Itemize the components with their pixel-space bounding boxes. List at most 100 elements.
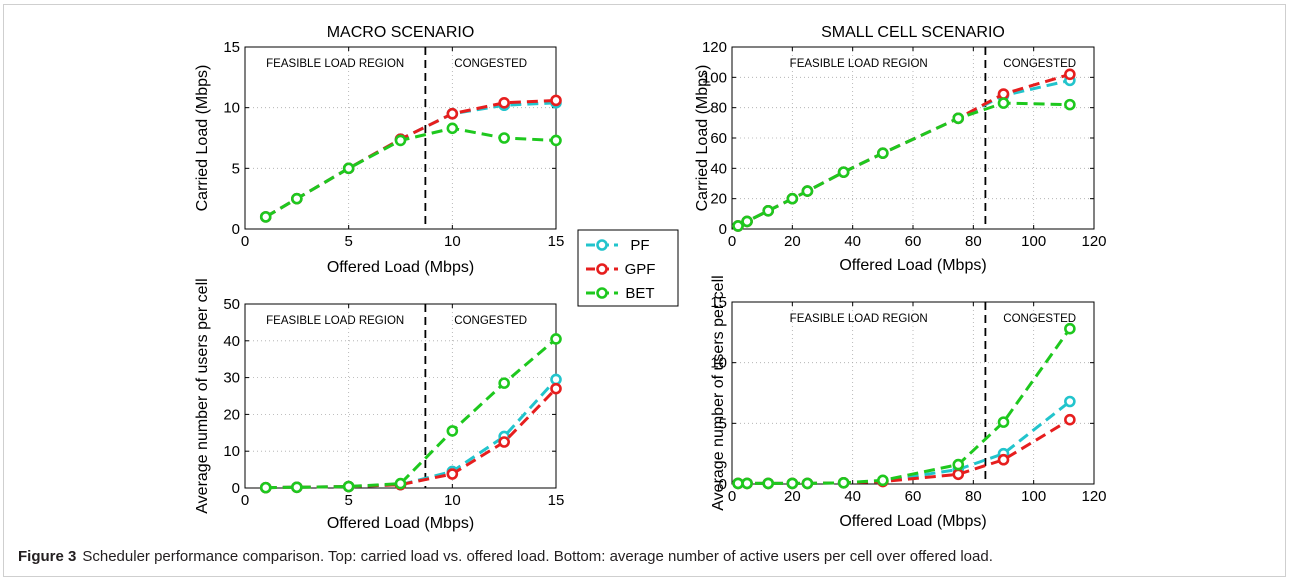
data-point-bet bbox=[786, 477, 799, 490]
y-tick-label: 0 bbox=[719, 221, 727, 238]
data-point-pf bbox=[550, 373, 562, 386]
series-line-bet bbox=[738, 327, 1072, 485]
data-point-bet bbox=[741, 477, 753, 490]
data-point-bet bbox=[550, 134, 562, 147]
data-point-bet bbox=[446, 122, 459, 135]
chart-title: MACRO SCENARIO bbox=[327, 24, 475, 41]
region-label-congested: CONGESTED bbox=[454, 315, 527, 327]
x-tick-label: 80 bbox=[965, 488, 982, 505]
legend-marker bbox=[596, 287, 608, 299]
data-point-bet bbox=[342, 480, 355, 493]
caption-label: Figure 3 bbox=[18, 548, 77, 565]
data-point-bet bbox=[741, 215, 753, 228]
data-point-gpf bbox=[498, 97, 510, 109]
data-point-bet bbox=[259, 211, 272, 223]
region-label-congested: CONGESTED bbox=[454, 58, 527, 70]
x-tick-label: 20 bbox=[784, 233, 801, 250]
legend-label: GPF bbox=[625, 261, 656, 278]
y-tick-label: 10 bbox=[223, 443, 240, 460]
x-tick-label: 0 bbox=[241, 233, 249, 250]
y-tick-label: 60 bbox=[710, 130, 727, 147]
y-tick-label: 120 bbox=[702, 39, 727, 56]
data-point-gpf bbox=[952, 468, 965, 481]
legend-entry-pf: PF bbox=[586, 237, 650, 254]
x-tick-label: 0 bbox=[728, 233, 736, 250]
x-tick-label: 100 bbox=[1021, 488, 1046, 505]
y-tick-label: 80 bbox=[710, 100, 727, 117]
data-point-bet bbox=[762, 205, 775, 217]
y-tick-label: 40 bbox=[710, 160, 727, 177]
x-tick-label: 40 bbox=[844, 233, 861, 250]
y-tick-label: 15 bbox=[223, 39, 240, 56]
data-point-bet bbox=[394, 477, 407, 490]
x-tick-label: 40 bbox=[844, 488, 861, 505]
figure-svg: 0 5 10 15 0 5 10 15 Offered Load (Mbps) Carried L… bbox=[194, 24, 1107, 532]
legend-entry-gpf: GPF bbox=[586, 261, 655, 278]
data-point-bet bbox=[498, 132, 510, 144]
x-tick-label: 10 bbox=[444, 233, 461, 250]
data-point-bet bbox=[877, 474, 889, 487]
data-point-bet bbox=[550, 333, 562, 345]
series-line-bet bbox=[737, 101, 1070, 228]
x-tick-label: 0 bbox=[241, 492, 249, 509]
legend-entry-bet: BET bbox=[586, 285, 655, 302]
y-tick-label: 15 bbox=[710, 294, 727, 311]
y-tick-label: 20 bbox=[710, 191, 727, 208]
legend-label: BET bbox=[625, 285, 654, 302]
data-point-bet bbox=[762, 477, 775, 490]
legend: PF GPF BET bbox=[577, 229, 679, 307]
data-point-bet bbox=[877, 147, 889, 159]
data-point-bet bbox=[498, 377, 510, 389]
x-tick-label: 20 bbox=[784, 488, 801, 505]
region-label-feasible: FEASIBLE LOAD REGION bbox=[266, 58, 404, 70]
y-axis-label: Average number of users per cell bbox=[194, 278, 211, 513]
data-point-bet bbox=[952, 458, 965, 471]
chart-1: 0 5 10 15 0 5 10 15 Offered Load (Mbps) Carried L… bbox=[194, 24, 564, 276]
data-point-bet bbox=[259, 481, 272, 494]
region-label-feasible: FEASIBLE LOAD REGION bbox=[266, 315, 404, 327]
chart-2: 0 20 40 60 80 100 120 0 20 40 60 80 100 120 Offered Lo… bbox=[694, 24, 1107, 274]
figure-frame bbox=[3, 4, 1286, 577]
region-label-congested: CONGESTED bbox=[1003, 313, 1076, 325]
plot-area bbox=[245, 304, 556, 488]
data-point-bet bbox=[394, 134, 407, 147]
caption-text: Scheduler performance comparison. Top: c… bbox=[82, 548, 993, 565]
legend-marker bbox=[596, 239, 608, 251]
y-tick-label: 0 bbox=[719, 476, 727, 493]
chart-4: 0 20 40 60 80 100 120 0 5 10 15 Offered Load (Mbps)… bbox=[710, 275, 1107, 530]
y-tick-label: 10 bbox=[223, 100, 240, 117]
y-axis-label: Average number of users per cell bbox=[710, 275, 727, 510]
data-point-bet bbox=[786, 192, 799, 205]
data-point-bet bbox=[342, 162, 355, 175]
y-tick-label: 5 bbox=[232, 160, 240, 177]
data-point-bet bbox=[732, 477, 744, 490]
data-point-bet bbox=[997, 97, 1010, 109]
region-label-feasible: FEASIBLE LOAD REGION bbox=[790, 313, 928, 325]
y-tick-label: 30 bbox=[223, 370, 240, 387]
data-point-gpf bbox=[498, 436, 510, 448]
y-tick-label: 0 bbox=[232, 480, 240, 497]
x-tick-label: 80 bbox=[965, 233, 982, 250]
x-axis-label: Offered Load (Mbps) bbox=[327, 515, 474, 532]
data-point-gpf bbox=[446, 107, 459, 120]
data-point-bet bbox=[997, 416, 1010, 428]
y-tick-label: 0 bbox=[232, 221, 240, 238]
y-axis-label: Carried Load (Mbps) bbox=[694, 65, 711, 212]
y-tick-label: 20 bbox=[223, 406, 240, 423]
legend-label: PF bbox=[630, 237, 649, 254]
data-point-gpf bbox=[446, 468, 459, 480]
x-axis-label: Offered Load (Mbps) bbox=[327, 259, 474, 276]
x-tick-label: 60 bbox=[905, 488, 922, 505]
x-tick-label: 0 bbox=[728, 488, 736, 505]
data-point-gpf bbox=[1064, 68, 1076, 81]
data-point-bet bbox=[732, 220, 744, 232]
chart-title: SMALL CELL SCENARIO bbox=[821, 24, 1005, 41]
x-tick-label: 120 bbox=[1081, 488, 1106, 505]
data-point-gpf bbox=[997, 88, 1010, 100]
y-tick-label: 10 bbox=[710, 355, 727, 372]
data-point-bet bbox=[1064, 98, 1076, 111]
data-point-bet bbox=[837, 476, 850, 489]
x-tick-label: 5 bbox=[344, 492, 352, 509]
data-point-gpf bbox=[550, 382, 562, 395]
region-label-feasible: FEASIBLE LOAD REGION bbox=[790, 58, 928, 70]
